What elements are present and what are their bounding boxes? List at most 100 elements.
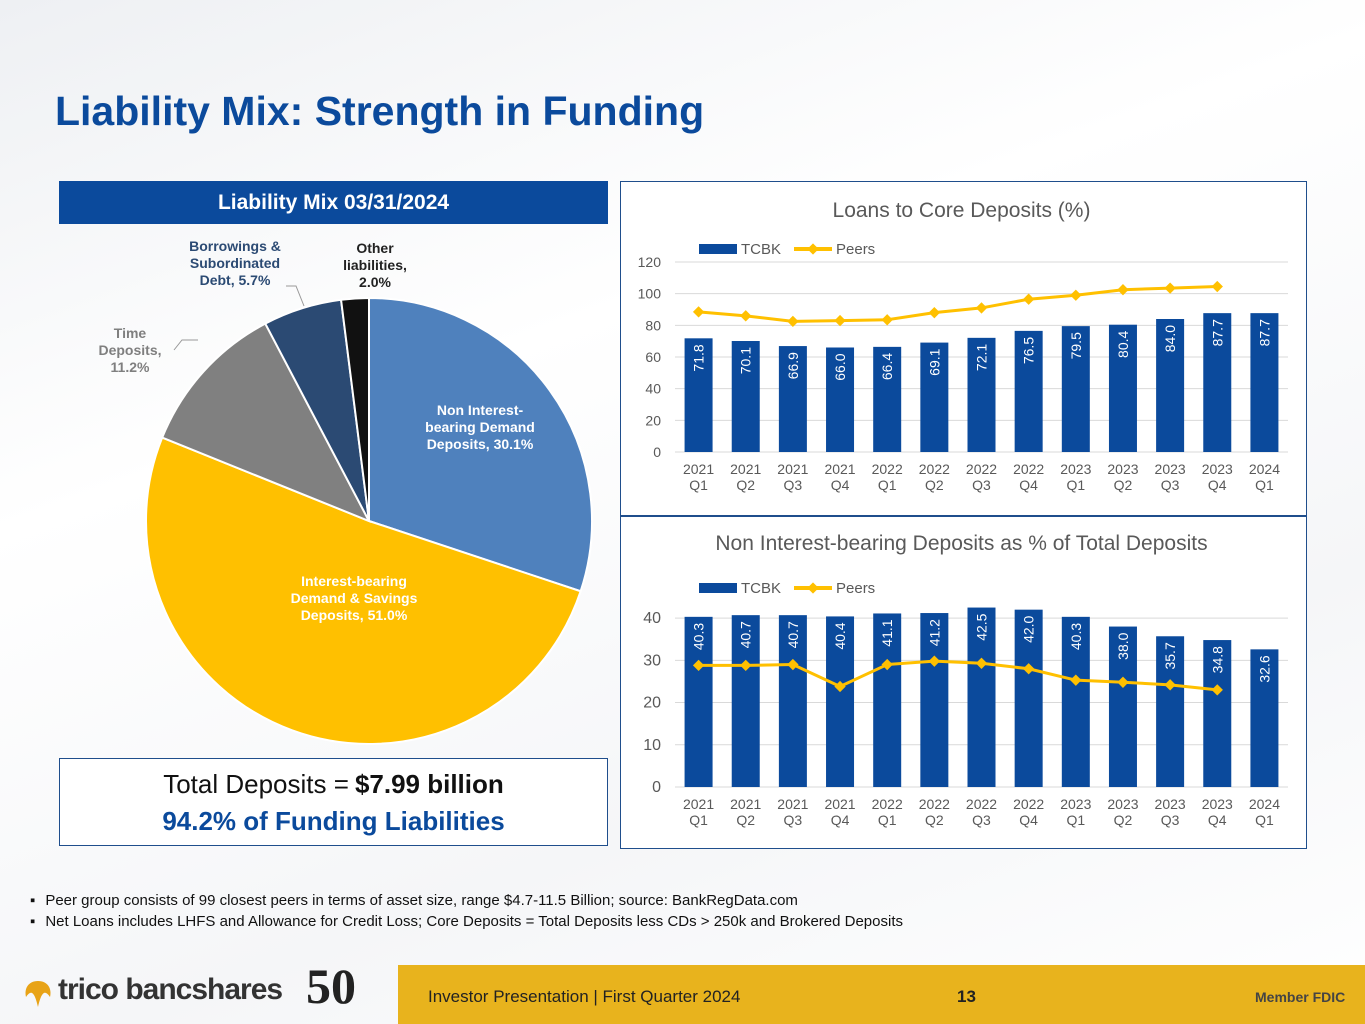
x-tick-label: 2023 Q1 [1060,461,1092,493]
summary-share: 94.2% of Funding Liabilities [162,806,505,836]
legend-marker [807,243,819,255]
member-fdic: Member FDIC [1255,989,1346,1005]
line-marker [740,310,752,322]
bar [684,616,713,787]
bar-value-label: 40.3 [691,623,707,650]
footer: trico bancshares 50 Investor Presentatio… [0,958,1365,1024]
legend-label: TCBK [741,580,781,597]
bar-value-label: 41.1 [879,619,895,646]
line-marker [834,680,846,693]
x-tick-label: 2022 Q2 [918,796,950,828]
bar [1108,324,1137,452]
y-tick-label: 10 [643,737,661,754]
x-tick-label: 2023 Q3 [1154,461,1186,493]
line-marker [1164,679,1176,691]
summary-line: Total Deposits = $7.99 billion [60,769,607,800]
line-marker [787,658,799,671]
y-tick-label: 40 [645,381,661,397]
x-tick-label: 2023 Q2 [1107,796,1139,828]
bar [1250,313,1279,452]
bar-value-label: 38.0 [1115,632,1131,659]
bar [920,342,949,452]
line-marker [692,306,705,318]
line-marker [975,302,988,314]
x-tick-label: 2022 Q4 [1013,461,1045,493]
bar [1061,616,1090,787]
logo-icon [25,981,51,1007]
legend-label: TCBK [741,241,781,258]
x-tick-label: 2021 Q2 [730,461,762,493]
bar-value-label: 72.1 [974,344,990,371]
line-marker [1022,293,1035,305]
legend-marker [807,582,819,594]
y-tick-label: 40 [643,610,661,627]
line-marker [787,315,799,328]
line-marker [881,314,893,326]
y-tick-label: 80 [645,317,661,333]
x-tick-label: 2023 Q1 [1060,796,1092,828]
x-tick-label: 2024 Q1 [1248,461,1280,493]
x-tick-label: 2022 Q2 [918,461,950,493]
page-title: Liability Mix: Strength in Funding [55,88,705,134]
pie-label: Interest-bearing Demand & Savings Deposi… [290,573,418,623]
bar-value-label: 69.1 [926,348,942,375]
bar-value-label: 79.5 [1068,332,1084,359]
bar-value-label: 87.7 [1256,319,1272,346]
x-tick-label: 2023 Q4 [1201,796,1233,828]
line-marker [881,658,893,671]
line-marker [834,314,846,327]
y-tick-label: 0 [652,779,661,796]
line-marker [1117,676,1129,688]
chart-title: Loans to Core Deposits (%) [832,199,1091,222]
legend-label: Peers [836,580,875,597]
x-tick-label: 2021 Q3 [777,796,809,828]
bar [1156,636,1185,787]
bar [826,347,855,452]
summary-box: Total Deposits = $7.99 billion 94.2% of F… [59,758,608,846]
presentation-name: Investor Presentation | First Quarter 20… [428,987,741,1006]
x-tick-label: 2021 Q2 [730,796,762,828]
footnotes: Peer group consists of 99 closest peers … [30,890,903,932]
chart-title: Non Interest-bearing Deposits as % of To… [715,532,1208,555]
bar [920,613,949,787]
x-tick-label: 2021 Q4 [824,796,856,828]
pie-slice [144,436,582,745]
line-marker [928,655,941,667]
summary-amount: $7.99 billion [354,769,504,799]
y-tick-label: 120 [638,254,662,270]
line-series [698,659,1218,692]
leader-line [286,285,305,307]
bar [731,615,760,787]
y-tick-label: 100 [638,286,662,302]
pie-label: Other liabilities, 2.0% [343,240,407,290]
bar-value-label: 66.4 [879,353,895,380]
x-tick-label: 2023 Q4 [1201,461,1233,493]
line-marker [692,659,705,672]
line-marker [1211,684,1223,696]
bar-value-label: 76.5 [1021,337,1037,364]
footer-band [398,965,1365,1024]
bar-value-label: 40.7 [785,621,801,648]
bar [873,613,902,787]
bar [684,338,713,452]
y-tick-label: 20 [645,412,661,428]
brand: trico bancshares [58,973,283,1006]
chart-panel [620,181,1307,516]
page-number: 13 [957,987,976,1006]
legend-swatch [699,244,737,254]
pie-label: Borrowings & Subordinated Debt, 5.7% [189,238,281,288]
x-tick-label: 2021 Q3 [777,461,809,493]
x-tick-label: 2023 Q2 [1107,461,1139,493]
bar-value-label: 42.5 [974,613,990,640]
pie-slice [339,296,370,522]
line-marker [740,659,752,672]
bar [1014,330,1043,452]
bar-value-label: 35.7 [1162,642,1178,669]
bar [1250,649,1279,787]
x-tick-label: 2021 Q1 [682,461,715,493]
line-marker [1070,674,1082,686]
bar [967,337,996,452]
line-marker [1022,663,1035,675]
